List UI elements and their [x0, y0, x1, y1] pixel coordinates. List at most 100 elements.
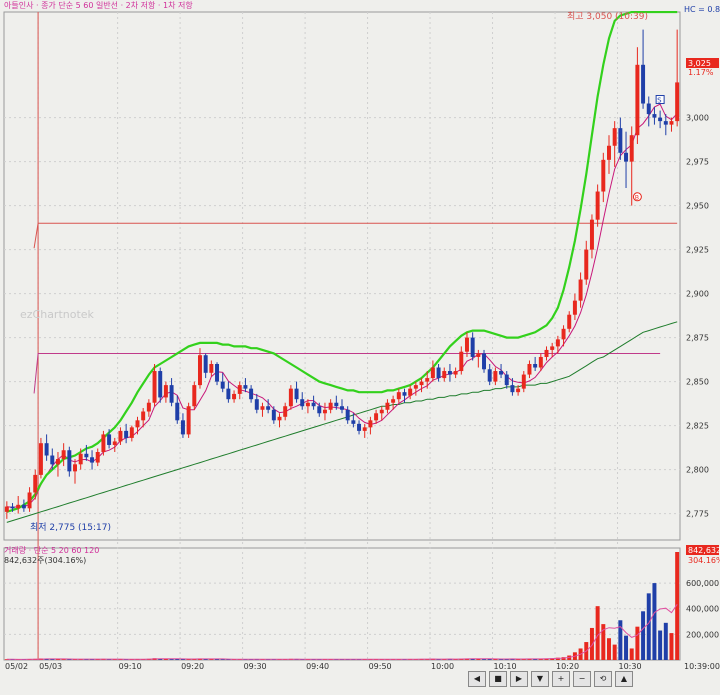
volume-bar	[499, 659, 504, 660]
candle-body	[10, 506, 15, 509]
toolbar-button[interactable]: ■	[489, 671, 507, 687]
price-tick-label: 2,900	[686, 290, 709, 299]
header-bar	[0, 0, 690, 11]
buy-marker-circle	[632, 192, 642, 202]
volume-bar	[510, 658, 515, 660]
price-tick-label: 2,800	[686, 466, 709, 475]
volume-bar	[186, 659, 191, 660]
candle-body	[413, 385, 418, 389]
candle-body	[4, 506, 9, 512]
candle-body	[572, 300, 577, 315]
volume-bar	[629, 648, 634, 660]
candle-body	[385, 402, 390, 410]
volume-bar	[601, 624, 606, 660]
volume-value: 842,632주(304.16%)	[4, 556, 86, 565]
candle-body	[84, 453, 89, 458]
candle-body	[271, 409, 276, 421]
candle-body	[675, 82, 680, 122]
volume-bar	[612, 644, 617, 660]
candle-body	[249, 388, 254, 400]
toolbar-button[interactable]: ▶	[510, 671, 528, 687]
candle-body	[73, 464, 77, 472]
volume-bar	[550, 658, 555, 660]
toolbar-button[interactable]: ◀	[468, 671, 486, 687]
candle-body	[209, 364, 214, 373]
candle-body	[447, 371, 452, 375]
grid-layer	[3, 11, 681, 661]
candle-body	[33, 474, 38, 493]
change-pct: 1.17%	[688, 68, 714, 77]
candle-body	[226, 388, 231, 400]
time-tick-label: 09:30	[244, 662, 267, 671]
candle-body	[260, 406, 265, 410]
candle-body	[646, 103, 651, 115]
candle-body	[141, 411, 146, 421]
candle-body	[55, 459, 60, 465]
candle-body	[345, 409, 350, 421]
resistance-2-line	[33, 222, 678, 249]
candle-body	[578, 279, 583, 301]
toolbar-button[interactable]: ⟲	[594, 671, 612, 687]
volume-layer	[4, 552, 680, 660]
buy-marker: B	[635, 194, 639, 201]
candle-body	[663, 121, 668, 125]
candle-body	[641, 64, 646, 104]
volume-bar	[624, 635, 629, 660]
volume-ma-line	[6, 604, 678, 660]
volume-bar	[675, 552, 680, 660]
volume-bar	[175, 658, 180, 660]
candle-body	[129, 427, 134, 438]
toolbar-button[interactable]: ▼	[531, 671, 549, 687]
volume-bar	[595, 606, 600, 660]
volume-bar	[669, 633, 674, 660]
volume-bar	[220, 659, 225, 660]
header-title: 아들인사 · 종가 단순 5 60 일반선 · 2차 저항 · 1차 저항	[4, 0, 193, 10]
candle-body	[442, 371, 447, 379]
volume-bar	[658, 630, 663, 660]
volume-bar	[635, 626, 640, 660]
candle-body	[288, 388, 293, 407]
candle-body	[589, 219, 594, 250]
candle-body	[112, 441, 117, 445]
candle-body	[317, 406, 322, 414]
toolbar-button[interactable]: −	[573, 671, 591, 687]
toolbar-button[interactable]: ▲	[615, 671, 633, 687]
volume-bar	[118, 659, 123, 660]
candle-body	[425, 378, 430, 382]
candle-body	[652, 114, 657, 118]
volume-bar	[527, 658, 532, 660]
sell-marker-box	[655, 95, 665, 105]
candle-body	[215, 364, 220, 382]
candle-body	[396, 392, 401, 400]
candle-body	[624, 152, 629, 162]
volume-bar	[487, 658, 492, 660]
time-tick-label: 05/03	[39, 662, 62, 671]
price-tick-label: 3,000	[686, 114, 709, 123]
watermark: ezChartnotek	[20, 308, 95, 321]
volume-bar	[470, 658, 475, 660]
candle-body	[504, 374, 509, 386]
volume-bar	[55, 658, 60, 660]
time-tick-label: 10:10	[494, 662, 517, 671]
volume-bar	[180, 658, 185, 660]
candle-body	[283, 406, 288, 417]
candle-body	[595, 191, 600, 220]
time-tick-label: 10:39:00	[684, 662, 720, 671]
volume-bar	[112, 659, 117, 660]
candle-body	[27, 492, 32, 509]
candle-body	[334, 402, 339, 407]
toolbar-button[interactable]: +	[552, 671, 570, 687]
low-label: 최저 2,775 (15:17)	[30, 522, 111, 533]
volume-bar	[44, 658, 49, 660]
candle-body	[340, 406, 344, 410]
volume-tag-box	[686, 545, 719, 555]
candle-body	[232, 393, 237, 400]
candle-body	[67, 450, 72, 472]
candle-body	[294, 388, 299, 400]
candle-body	[544, 349, 549, 357]
candle-body	[192, 385, 197, 407]
volume-bar	[169, 659, 174, 660]
volume-bar	[90, 659, 95, 660]
